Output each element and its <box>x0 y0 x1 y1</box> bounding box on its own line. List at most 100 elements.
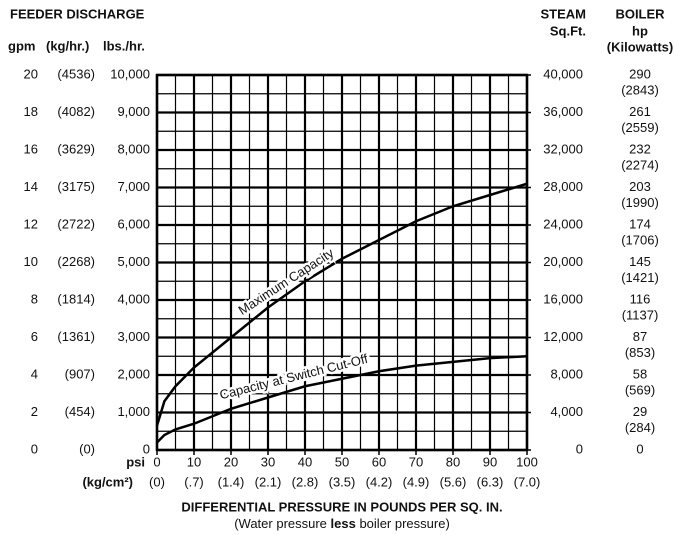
gpm-tick-label: 18 <box>24 104 38 119</box>
y2-tick-label: 0 <box>576 441 583 456</box>
y-tick-label: 3,000 <box>117 329 150 344</box>
x-unit: psi <box>126 454 145 469</box>
kghr-tick-label: (3175) <box>57 179 95 194</box>
kghr-tick-label: (2268) <box>57 254 95 269</box>
x-tick-label: 60 <box>372 454 386 469</box>
x-tick-label: 30 <box>261 454 275 469</box>
y-tick-label: 6,000 <box>117 216 150 231</box>
boiler-kw-label: (284) <box>625 420 655 435</box>
y-tick-label: 1,000 <box>117 404 150 419</box>
note-part: boiler pressure) <box>356 516 450 531</box>
x2-unit: (kg/cm²) <box>82 474 133 489</box>
kghr-tick-label: (2722) <box>57 216 95 231</box>
boiler-kw-label: (2559) <box>621 120 659 135</box>
note-part: less <box>331 516 356 531</box>
boiler-header: (Kilowatts) <box>607 39 673 54</box>
y-tick-label: 4,000 <box>117 291 150 306</box>
x-tick-label: 100 <box>516 454 538 469</box>
y2-tick-label: 24,000 <box>543 216 583 231</box>
gpm-tick-label: 0 <box>31 441 38 456</box>
kghr-header: (kg/hr.) <box>46 38 89 53</box>
gpm-header: gpm <box>8 38 35 53</box>
gpm-tick-label: 2 <box>31 404 38 419</box>
boiler-header: hp <box>632 23 648 38</box>
boiler-kw-label: (1421) <box>621 270 659 285</box>
x-tick-label: 50 <box>335 454 349 469</box>
x-tick-label: 90 <box>483 454 497 469</box>
kghr-tick-label: (3629) <box>57 141 95 156</box>
kghr-tick-label: (4536) <box>57 66 95 81</box>
x-axis-label: DIFFERENTIAL PRESSURE IN POUNDS PER SQ. … <box>181 499 502 514</box>
x2-tick-label: (2.1) <box>255 474 282 489</box>
y-tick-label: 10,000 <box>110 66 150 81</box>
x2-tick-label: (2.8) <box>292 474 319 489</box>
boiler-kw-label: (2274) <box>621 157 659 172</box>
y2-tick-label: 28,000 <box>543 179 583 194</box>
boiler-kw-label: (853) <box>625 345 655 360</box>
y-tick-label: 2,000 <box>117 366 150 381</box>
y2-tick-label: 4,000 <box>550 404 583 419</box>
x2-tick-label: (4.9) <box>403 474 430 489</box>
steam-header: STEAM <box>541 6 587 21</box>
gpm-tick-label: 14 <box>24 179 38 194</box>
x2-tick-label: (4.2) <box>366 474 393 489</box>
boiler-header: BOILER <box>615 6 665 21</box>
chart-title: FEEDER DISCHARGE <box>10 6 145 21</box>
series-line <box>156 355 528 444</box>
x-tick-label: 70 <box>409 454 423 469</box>
boiler-kw-label: (1706) <box>621 232 659 247</box>
boiler-hp-label: 145 <box>629 254 651 269</box>
kghr-tick-label: (1361) <box>57 329 95 344</box>
boiler-hp-label: 58 <box>633 366 647 381</box>
x2-tick-label: (1.4) <box>218 474 245 489</box>
y-tick-label: 5,000 <box>117 254 150 269</box>
gpm-tick-label: 20 <box>24 66 38 81</box>
boiler-hp-label: 0 <box>636 441 643 456</box>
y-axis-label: lbs./hr. <box>103 38 145 53</box>
boiler-kw-label: (1137) <box>622 307 659 322</box>
gpm-tick-label: 6 <box>31 329 38 344</box>
boiler-hp-label: 87 <box>633 329 647 344</box>
x-tick-label: 80 <box>446 454 460 469</box>
x-tick-label: 20 <box>224 454 238 469</box>
x-tick-label: 0 <box>153 454 160 469</box>
boiler-hp-label: 174 <box>629 216 651 231</box>
boiler-hp-label: 290 <box>629 66 651 81</box>
y-tick-label: 7,000 <box>117 179 150 194</box>
boiler-kw-label: (1990) <box>621 195 659 210</box>
boiler-kw-label: (2843) <box>621 82 659 97</box>
kghr-tick-label: (907) <box>65 366 95 381</box>
series-line <box>155 182 528 426</box>
y-tick-label: 8,000 <box>117 141 150 156</box>
kghr-tick-label: (454) <box>65 404 95 419</box>
gpm-tick-label: 4 <box>31 366 38 381</box>
x2-tick-label: (3.5) <box>329 474 356 489</box>
boiler-hp-label: 116 <box>630 291 651 306</box>
kghr-tick-label: (4082) <box>57 104 95 119</box>
boiler-hp-label: 261 <box>629 104 651 119</box>
boiler-hp-label: 203 <box>629 179 651 194</box>
x-axis-note: (Water pressure less boiler pressure) <box>234 516 450 531</box>
boiler-hp-label: 232 <box>629 141 651 156</box>
plot-border <box>155 73 529 452</box>
y2-tick-label: 16,000 <box>543 291 583 306</box>
x2-tick-label: (.7) <box>184 474 204 489</box>
kghr-tick-label: (0) <box>79 441 95 456</box>
x-tick-label: 40 <box>298 454 312 469</box>
steam-header: Sq.Ft. <box>550 23 586 38</box>
x2-tick-label: (7.0) <box>514 474 541 489</box>
gpm-tick-label: 8 <box>31 291 38 306</box>
boiler-hp-label: 29 <box>633 404 647 419</box>
y2-tick-label: 20,000 <box>543 254 583 269</box>
y2-tick-label: 32,000 <box>543 141 583 156</box>
y2-tick-label: 8,000 <box>550 366 583 381</box>
x2-tick-label: (5.6) <box>440 474 467 489</box>
gpm-tick-label: 16 <box>24 141 38 156</box>
gpm-tick-label: 10 <box>24 254 38 269</box>
x-tick-label: 10 <box>187 454 201 469</box>
y2-tick-label: 36,000 <box>543 104 583 119</box>
boiler-kw-label: (569) <box>625 382 655 397</box>
y2-tick-label: 40,000 <box>543 66 583 81</box>
y-tick-label: 9,000 <box>117 104 150 119</box>
